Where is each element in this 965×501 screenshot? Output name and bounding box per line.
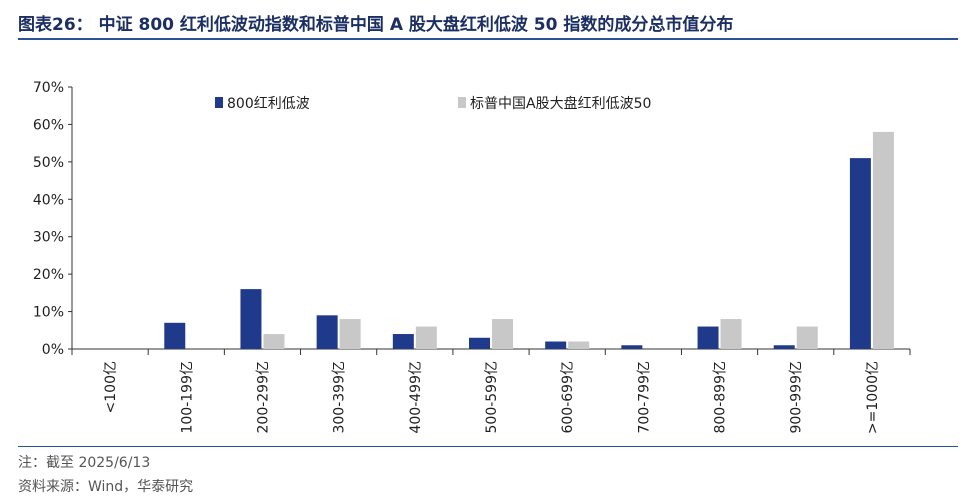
bar-series-2-2: [263, 334, 285, 349]
y-tick-label: 30%: [33, 230, 64, 246]
bar-series-1-1: [164, 322, 186, 349]
x-tick-label: <100亿: [103, 361, 119, 413]
bar-series-1-10: [849, 158, 871, 349]
x-tick-label: >=1000亿: [865, 361, 881, 434]
legend-swatch-1: [215, 97, 223, 108]
legend-label-2: 标普中国A股大盘红利低波50: [470, 95, 651, 112]
bar-series-2-4: [415, 326, 437, 349]
figure-header: 图表26： 中证 800 红利低波动指数和标普中国 A 股大盘红利低波 50 指…: [18, 8, 958, 40]
bar-series-2-3: [339, 319, 361, 349]
bar-series-1-4: [392, 334, 414, 349]
footer-divider: [18, 446, 958, 447]
y-tick-label: 0%: [42, 342, 64, 358]
bar-series-1-7: [621, 345, 643, 349]
figure-title: 图表26： 中证 800 红利低波动指数和标普中国 A 股大盘红利低波 50 指…: [18, 15, 734, 35]
bar-series-2-9: [796, 326, 818, 349]
y-tick-label: 20%: [33, 267, 64, 283]
y-tick-label: 50%: [33, 155, 64, 171]
bar-series-2-10: [872, 131, 894, 349]
legend-label-1: 800红利低波: [227, 96, 310, 112]
x-tick-label: 900-999亿: [789, 361, 805, 434]
x-tick-label: 400-499亿: [408, 361, 424, 434]
figure-note: 注：截至 2025/6/13: [18, 455, 151, 471]
x-tick-label: 100-199亿: [179, 361, 195, 434]
bar-series-1-2: [240, 289, 262, 349]
x-tick-label: 600-699亿: [560, 361, 576, 434]
bar-series-1-8: [697, 326, 719, 349]
y-tick-label: 40%: [33, 192, 64, 208]
bar-chart: 0% 10% 20% 30% 40% 50% 60% 70% <100亿 100-199亿 200-…: [33, 80, 911, 434]
bar-series-2-8: [720, 319, 742, 349]
bar-series-1-5: [469, 337, 490, 349]
bar-series-2-6: [568, 341, 590, 349]
y-tick-label: 60%: [33, 117, 64, 133]
figure-source: 资料来源：Wind，华泰研究: [18, 479, 194, 495]
bar-series-1-6: [545, 341, 567, 349]
legend-swatch-2: [458, 97, 466, 108]
x-tick-label: 300-399亿: [332, 361, 348, 434]
y-tick-label: 10%: [33, 305, 64, 321]
x-tick-label: 200-299亿: [255, 361, 271, 434]
chart-area: 0% 10% 20% 30% 40% 50% 60% 70% <100亿 100-199亿 200-…: [0, 40, 965, 446]
x-tick-label: 500-599亿: [484, 361, 500, 434]
x-tick-label: 800-899亿: [713, 361, 729, 434]
x-tick-label: 700-799亿: [636, 361, 652, 434]
bar-series-1-3: [316, 315, 338, 349]
y-tick-label: 70%: [33, 80, 64, 96]
bar-series-1-9: [773, 345, 795, 349]
bar-series-2-5: [492, 319, 513, 349]
